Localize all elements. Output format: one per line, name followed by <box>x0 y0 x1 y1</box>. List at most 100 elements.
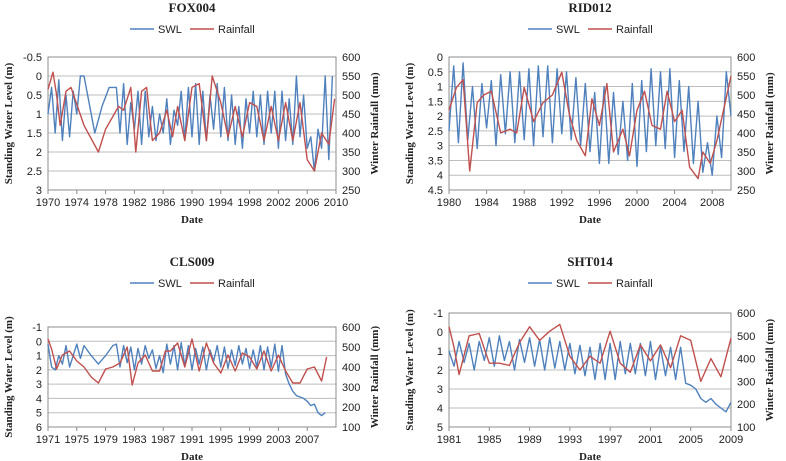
y-tick-label: 6 <box>36 422 42 434</box>
legend-label-swl: SWL <box>158 24 182 36</box>
y2-tick-label: 100 <box>737 422 755 434</box>
legend-label-swl: SWL <box>556 24 580 36</box>
x-tick-label: 1971 <box>36 434 60 446</box>
x-tick-label: 2003 <box>266 434 290 446</box>
y2-tick-label: 500 <box>737 90 755 102</box>
y2-tick-label: 550 <box>737 71 755 83</box>
y2-tick-label: 500 <box>342 342 360 354</box>
legend-label-swl: SWL <box>556 278 580 290</box>
x-tick-label: 1989 <box>517 434 541 446</box>
x-tick-label: 2008 <box>700 197 724 209</box>
x-tick-label: 2005 <box>678 434 702 446</box>
y-tick-label: 0.5 <box>27 90 42 102</box>
x-tick-label: 1970 <box>36 197 60 209</box>
x-tick-label: 1984 <box>474 197 498 209</box>
x-tick-label: 1993 <box>558 434 582 446</box>
y-tick-label: 0 <box>437 327 443 339</box>
x-tick-label: 1996 <box>587 197 611 209</box>
y2-tick-label: 600 <box>342 322 360 334</box>
y-tick-label: 2 <box>437 365 443 377</box>
legend-label-rainfall: Rainfall <box>218 278 255 290</box>
x-tick-label: 1992 <box>550 197 574 209</box>
y-axis-label: Standing Water Level (m) <box>3 62 15 184</box>
swl-line <box>47 75 334 172</box>
y-tick-label: 0 <box>36 71 42 83</box>
y-axis-label: Standing Water Level (m) <box>3 316 15 438</box>
y-tick-label: 0 <box>36 336 42 348</box>
legend-label-rainfall: Rainfall <box>616 24 653 36</box>
legend-label-swl: SWL <box>158 278 182 290</box>
x-tick-label: 1990 <box>180 197 204 209</box>
y-tick-label: 1 <box>36 109 42 121</box>
y2-tick-label: 600 <box>737 308 755 320</box>
legend-label-rainfall: Rainfall <box>218 24 255 36</box>
plot-area <box>47 56 337 191</box>
x-tick-label: 1991 <box>180 434 204 446</box>
swl-line <box>47 342 326 417</box>
x-tick-label: 1981 <box>437 434 461 446</box>
y-tick-label: 1.5 <box>27 128 42 140</box>
x-tick-label: 1978 <box>93 197 117 209</box>
y2-tick-label: 400 <box>737 128 755 140</box>
x-tick-label: 1985 <box>477 434 501 446</box>
y-tick-label: 3 <box>437 384 443 396</box>
y-tick-label: 1 <box>36 351 42 363</box>
x-tick-label: 1980 <box>437 197 461 209</box>
x-tick-label: 2009 <box>719 434 743 446</box>
x-tick-label: 2004 <box>662 197 686 209</box>
y2-tick-label: 450 <box>737 109 755 121</box>
rainfall-line <box>448 323 732 383</box>
y-tick-label: 2 <box>36 147 42 159</box>
y2-tick-label: 500 <box>342 90 360 102</box>
x-tick-label: 1975 <box>65 434 89 446</box>
x-axis-label: Date <box>579 214 601 226</box>
x-tick-label: 1983 <box>122 434 146 446</box>
x-tick-label: 2002 <box>266 197 290 209</box>
chart-title: RID012 <box>568 0 611 15</box>
y-axis-label: Standing Water Level (m) <box>404 62 416 184</box>
y2-axis-label: Winter Rainfall (mm) <box>369 326 381 429</box>
x-tick-label: 2007 <box>295 434 319 446</box>
chart-title: FOX004 <box>169 0 216 15</box>
y-tick-label: 4 <box>437 170 443 182</box>
plot-area <box>448 312 732 428</box>
y2-tick-label: 100 <box>342 422 360 434</box>
chart-title: CLS009 <box>170 254 215 269</box>
y-tick-label: 5 <box>36 408 42 420</box>
x-tick-label: 2000 <box>625 197 649 209</box>
y-tick-label: 1 <box>437 82 443 94</box>
plot-area <box>47 326 337 428</box>
y-tick-label: 0 <box>437 52 443 64</box>
y2-axis-label: Winter Rainfall (mm) <box>764 72 776 175</box>
y2-tick-label: 600 <box>342 52 360 64</box>
x-tick-label: 1982 <box>122 197 146 209</box>
y-tick-label: 3 <box>36 379 42 391</box>
x-tick-label: 1995 <box>209 434 233 446</box>
y2-tick-label: 400 <box>737 354 755 366</box>
y2-tick-label: 400 <box>342 362 360 374</box>
rainfall-line <box>47 71 336 172</box>
x-tick-label: 1988 <box>512 197 536 209</box>
swl-line <box>448 335 732 413</box>
x-axis-label: Date <box>181 451 203 461</box>
y-tick-label: 2.5 <box>27 166 42 178</box>
y-tick-label: 3.5 <box>428 155 443 167</box>
x-tick-label: 1994 <box>209 197 233 209</box>
x-axis-label: Date <box>181 214 203 226</box>
x-tick-label: 2006 <box>295 197 319 209</box>
y2-tick-label: 600 <box>737 52 755 64</box>
rainfall-line <box>47 338 328 386</box>
y-tick-label: 2.5 <box>428 126 443 138</box>
y-tick-label: 2 <box>36 365 42 377</box>
x-tick-label: 1987 <box>151 434 175 446</box>
x-tick-label: 1974 <box>65 197 89 209</box>
y2-tick-label: 200 <box>342 402 360 414</box>
y2-tick-label: 250 <box>737 185 755 197</box>
y2-tick-label: 350 <box>737 147 755 159</box>
y2-tick-label: 250 <box>342 185 360 197</box>
y-tick-label: 5 <box>437 422 443 434</box>
y2-tick-label: 350 <box>342 147 360 159</box>
y-tick-label: 3 <box>36 185 42 197</box>
x-tick-label: 2010 <box>324 197 348 209</box>
